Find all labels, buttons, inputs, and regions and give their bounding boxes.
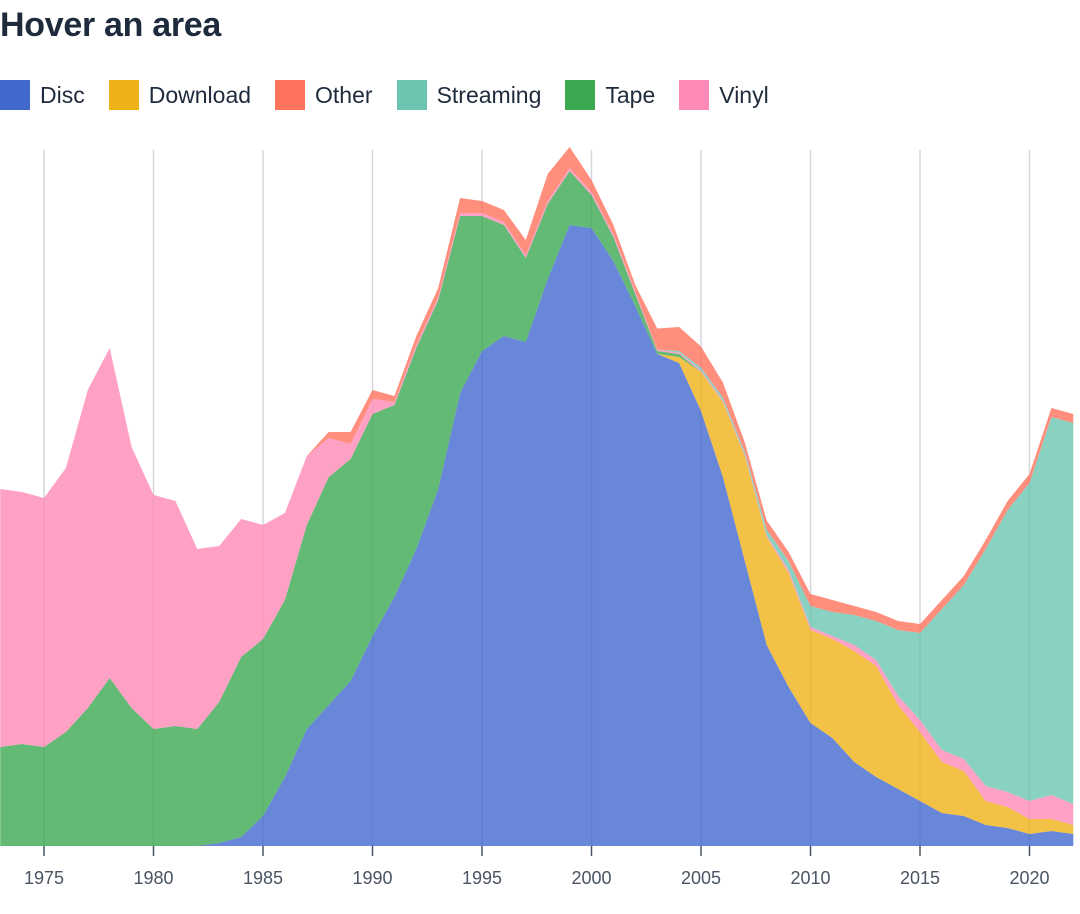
- x-tick-label: 2000: [571, 868, 611, 888]
- x-tick-label: 2015: [900, 868, 940, 888]
- legend-swatch: [565, 80, 596, 110]
- legend-label: Other: [315, 81, 373, 108]
- x-tick-label: 2010: [790, 868, 830, 888]
- x-tick-label: 1985: [243, 868, 283, 888]
- x-axis: 1975 1980 1985 1990 1995 2000 2005 2010 2015 2020: [24, 846, 1050, 888]
- legend-item-disc[interactable]: Disc: [0, 80, 85, 110]
- legend-item-streaming[interactable]: Streaming: [396, 80, 542, 110]
- legend-item-vinyl[interactable]: Vinyl: [679, 80, 769, 110]
- x-tick-label: 1990: [352, 868, 392, 888]
- x-tick-label: 1975: [24, 868, 64, 888]
- legend-label: Vinyl: [719, 81, 769, 108]
- legend-label: Disc: [40, 81, 85, 108]
- legend-label: Streaming: [436, 81, 542, 108]
- chart-title: Hover an area: [0, 6, 222, 44]
- area-disc[interactable]: [0, 225, 1074, 846]
- x-tick-label: 1995: [462, 868, 502, 888]
- legend-label: Tape: [605, 81, 656, 108]
- x-tick-label: 1980: [133, 868, 173, 888]
- legend-swatch: [108, 80, 139, 110]
- x-tick-label: 2005: [681, 868, 721, 888]
- legend-swatch: [396, 80, 427, 110]
- legend-item-download[interactable]: Download: [108, 80, 252, 110]
- legend-swatch: [0, 80, 30, 110]
- x-tick-label: 2020: [1009, 868, 1049, 888]
- legend-label: Download: [148, 81, 252, 108]
- legend-item-tape[interactable]: Tape: [565, 80, 655, 110]
- legend-item-other[interactable]: Other: [275, 80, 373, 110]
- legend-swatch: [679, 80, 710, 110]
- areas: [0, 147, 1074, 846]
- area-download[interactable]: [0, 225, 1074, 846]
- area-tape[interactable]: [0, 171, 1074, 846]
- legend-swatch: [275, 80, 306, 110]
- legend: Disc Download Other Streaming Tape Vinyl: [0, 80, 793, 110]
- area-streaming[interactable]: [0, 168, 1074, 804]
